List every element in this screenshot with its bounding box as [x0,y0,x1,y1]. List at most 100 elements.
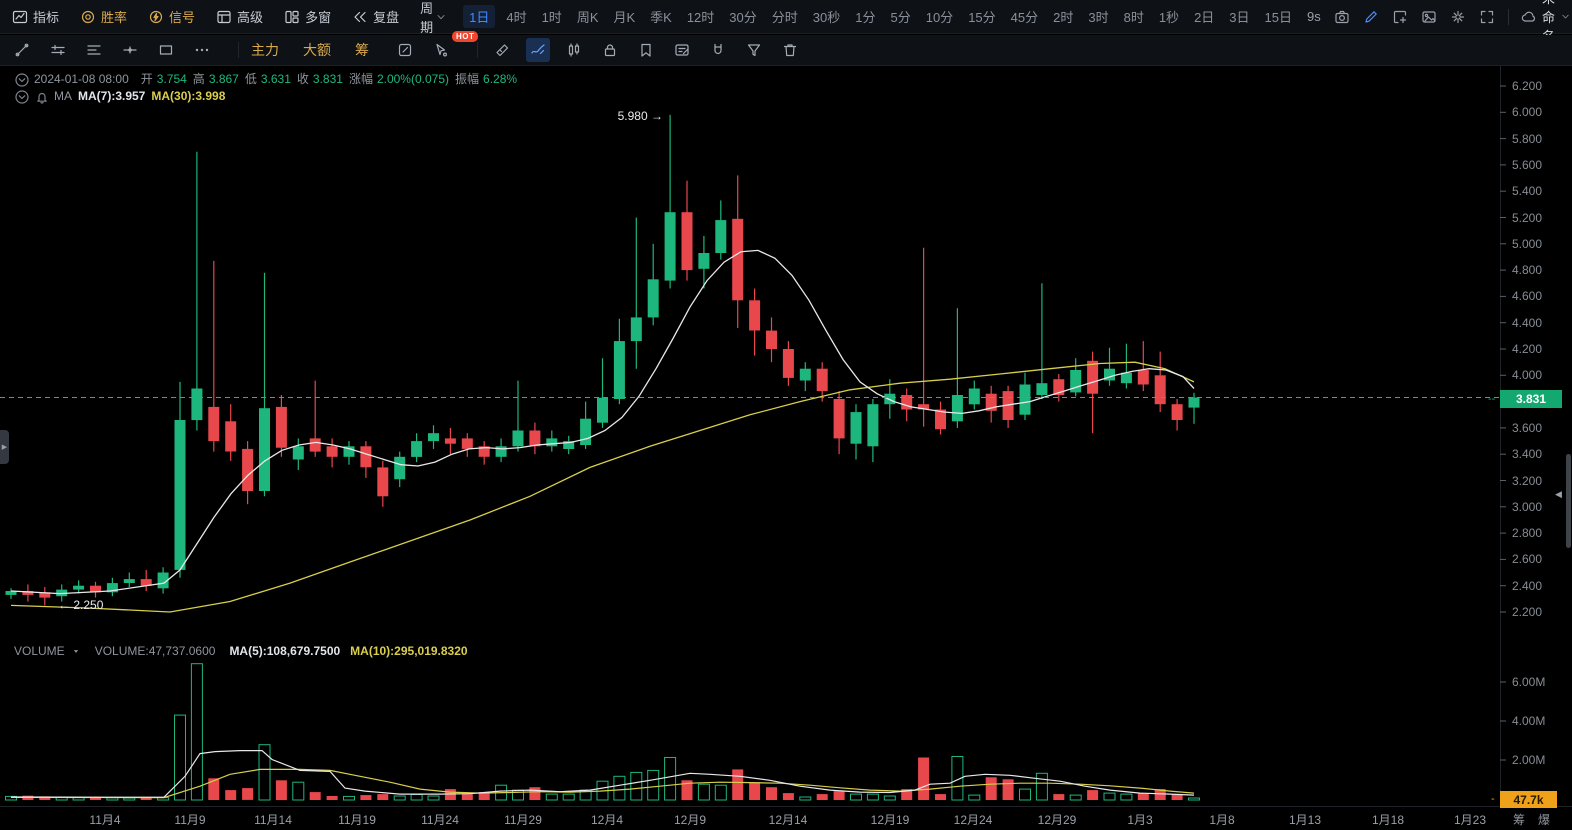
menu-item-medal[interactable]: 胜率 [80,7,127,26]
timeframe-45分[interactable]: 45分 [1010,10,1039,25]
timeframe-15日[interactable]: 15日 [1264,10,1292,25]
chevron-down-icon [1562,14,1569,19]
divider [477,42,478,58]
right-scrollbar[interactable] [1566,454,1571,548]
last-price-badge: 3.831 [1500,390,1562,408]
menu-item-signal[interactable]: 信号 [148,7,195,26]
period-dropdown[interactable]: 周期 [420,0,447,36]
menu-label: 指标 [33,10,60,25]
order-edit-icon [398,43,412,57]
timeframe-4时[interactable]: 4时 [506,10,527,25]
tab-chips[interactable]: 筹 [1513,813,1526,827]
menu-label: 高级 [237,10,264,25]
timeframe-周K[interactable]: 周K [576,10,599,25]
tool-大额[interactable]: 大额 [303,42,331,58]
gear-button[interactable] [1450,9,1466,25]
image-badge-icon [1422,10,1436,23]
drawing-toolbar: 主力 大额 筹 [0,35,1572,66]
tool-bookmark[interactable] [634,38,658,62]
lock-icon [604,44,616,57]
right-panel-handle[interactable]: ◀ [1555,489,1562,499]
draw-tool-rectangle[interactable] [154,38,178,62]
add-frame-button[interactable] [1392,9,1408,25]
timeframe-2时[interactable]: 2时 [1053,10,1074,25]
timeframe-30分[interactable]: 30分 [729,10,757,25]
ohlc-field-value: 6.28% [483,71,518,86]
tool-ruler[interactable] [490,38,514,62]
tool-trash[interactable] [778,38,802,62]
left-panel-handle[interactable]: ▶ [0,430,9,464]
date-tick: 11月24 [421,813,459,827]
menu-item-chart-box[interactable]: 指标 [12,7,59,26]
price-tick: 3.400 [1512,447,1543,462]
fullscreen-button[interactable] [1479,9,1495,25]
timeframe-1时[interactable]: 1时 [541,10,562,25]
timeframe-10分[interactable]: 10分 [925,10,954,25]
timeframe-1秒[interactable]: 1秒 [1158,10,1180,25]
note-edit-icon [675,44,689,56]
price-tick: 5.800 [1512,131,1543,146]
timeframe-3时[interactable]: 3时 [1088,10,1109,25]
price-tick: 3.000 [1512,499,1543,514]
bookmark-icon [641,43,651,57]
bell-icon[interactable] [34,89,48,104]
timeframe-30秒[interactable]: 30秒 [812,10,841,25]
tool-magnet[interactable] [706,38,730,62]
timeframe-季K[interactable]: 季K [650,10,672,25]
menu-item-panel[interactable]: 高级 [216,7,263,26]
draw-tool-trend-line[interactable] [10,38,34,62]
chart-box-icon [12,10,28,23]
signal-icon [149,10,163,23]
draw-tool-cross-line[interactable] [118,38,142,62]
timeframe-3日[interactable]: 3日 [1229,10,1250,25]
gear-icon [1451,10,1464,23]
collapse-circle-icon[interactable] [14,72,29,87]
menu-item-replay[interactable]: 复盘 [352,7,399,26]
timeframe-8时[interactable]: 8时 [1123,10,1144,25]
divider [238,42,239,58]
timeframe-1分[interactable]: 1分 [855,10,876,25]
cloud-icon [1521,11,1536,22]
ohlc-field-label: 振幅 [455,72,480,86]
tool-wave-pencil[interactable] [526,38,550,62]
volume-pane-title[interactable]: VOLUME [14,644,65,658]
tool-funnel[interactable] [742,38,766,62]
price-tick: 3.600 [1512,420,1543,435]
image-badge-button[interactable] [1421,9,1437,25]
pencil-button[interactable] [1363,9,1379,25]
timeframe-月K[interactable]: 月K [613,10,636,25]
wave-pencil-icon [531,44,545,55]
timeframe-2日[interactable]: 2日 [1194,10,1215,25]
timeframe-5分[interactable]: 5分 [890,10,911,25]
collapse-circle-icon[interactable] [14,89,29,104]
date-tick: 11月14 [254,813,292,827]
date-tick: 1月23 [1453,813,1487,827]
draw-tool-ellipsis[interactable] [190,38,214,62]
tool-cursor-alert[interactable] [429,38,453,62]
tool-order-edit[interactable] [393,38,417,62]
tab-liquidation[interactable]: 爆 [1538,813,1551,827]
timeframe-1日[interactable]: 1日 [463,5,496,28]
timeframe-15分[interactable]: 15分 [968,10,996,25]
tool-主力[interactable]: 主力 [251,42,279,58]
menu-item-multi-window[interactable]: 多窗 [284,7,331,26]
date-tick: 12月29 [1037,813,1077,827]
tool-candles[interactable] [562,38,586,62]
draw-tool-fib-lines[interactable] [82,38,106,62]
price-tick: 5.000 [1512,236,1543,251]
tool-筹[interactable]: 筹 [355,42,369,58]
volume-header-row: VOLUME VOLUME:47,737.0600 MA(5):108,679.… [14,644,468,658]
tool-lock[interactable] [598,38,622,62]
multi-window-icon [285,10,299,23]
fullscreen-icon [1480,10,1493,23]
ohlc-field-label: 涨幅 [348,72,373,86]
draw-tool-parallel-lines[interactable] [46,38,70,62]
timeframe-12时[interactable]: 12时 [686,10,715,25]
ohlc-field-value: 2.00%(0.075) [376,71,449,86]
camera-button[interactable] [1334,9,1350,25]
timeframe-分时[interactable]: 分时 [771,10,798,25]
tool-note-edit[interactable] [670,38,694,62]
caret-down-icon[interactable] [71,646,81,656]
date-tick: 1月13 [1288,813,1322,827]
